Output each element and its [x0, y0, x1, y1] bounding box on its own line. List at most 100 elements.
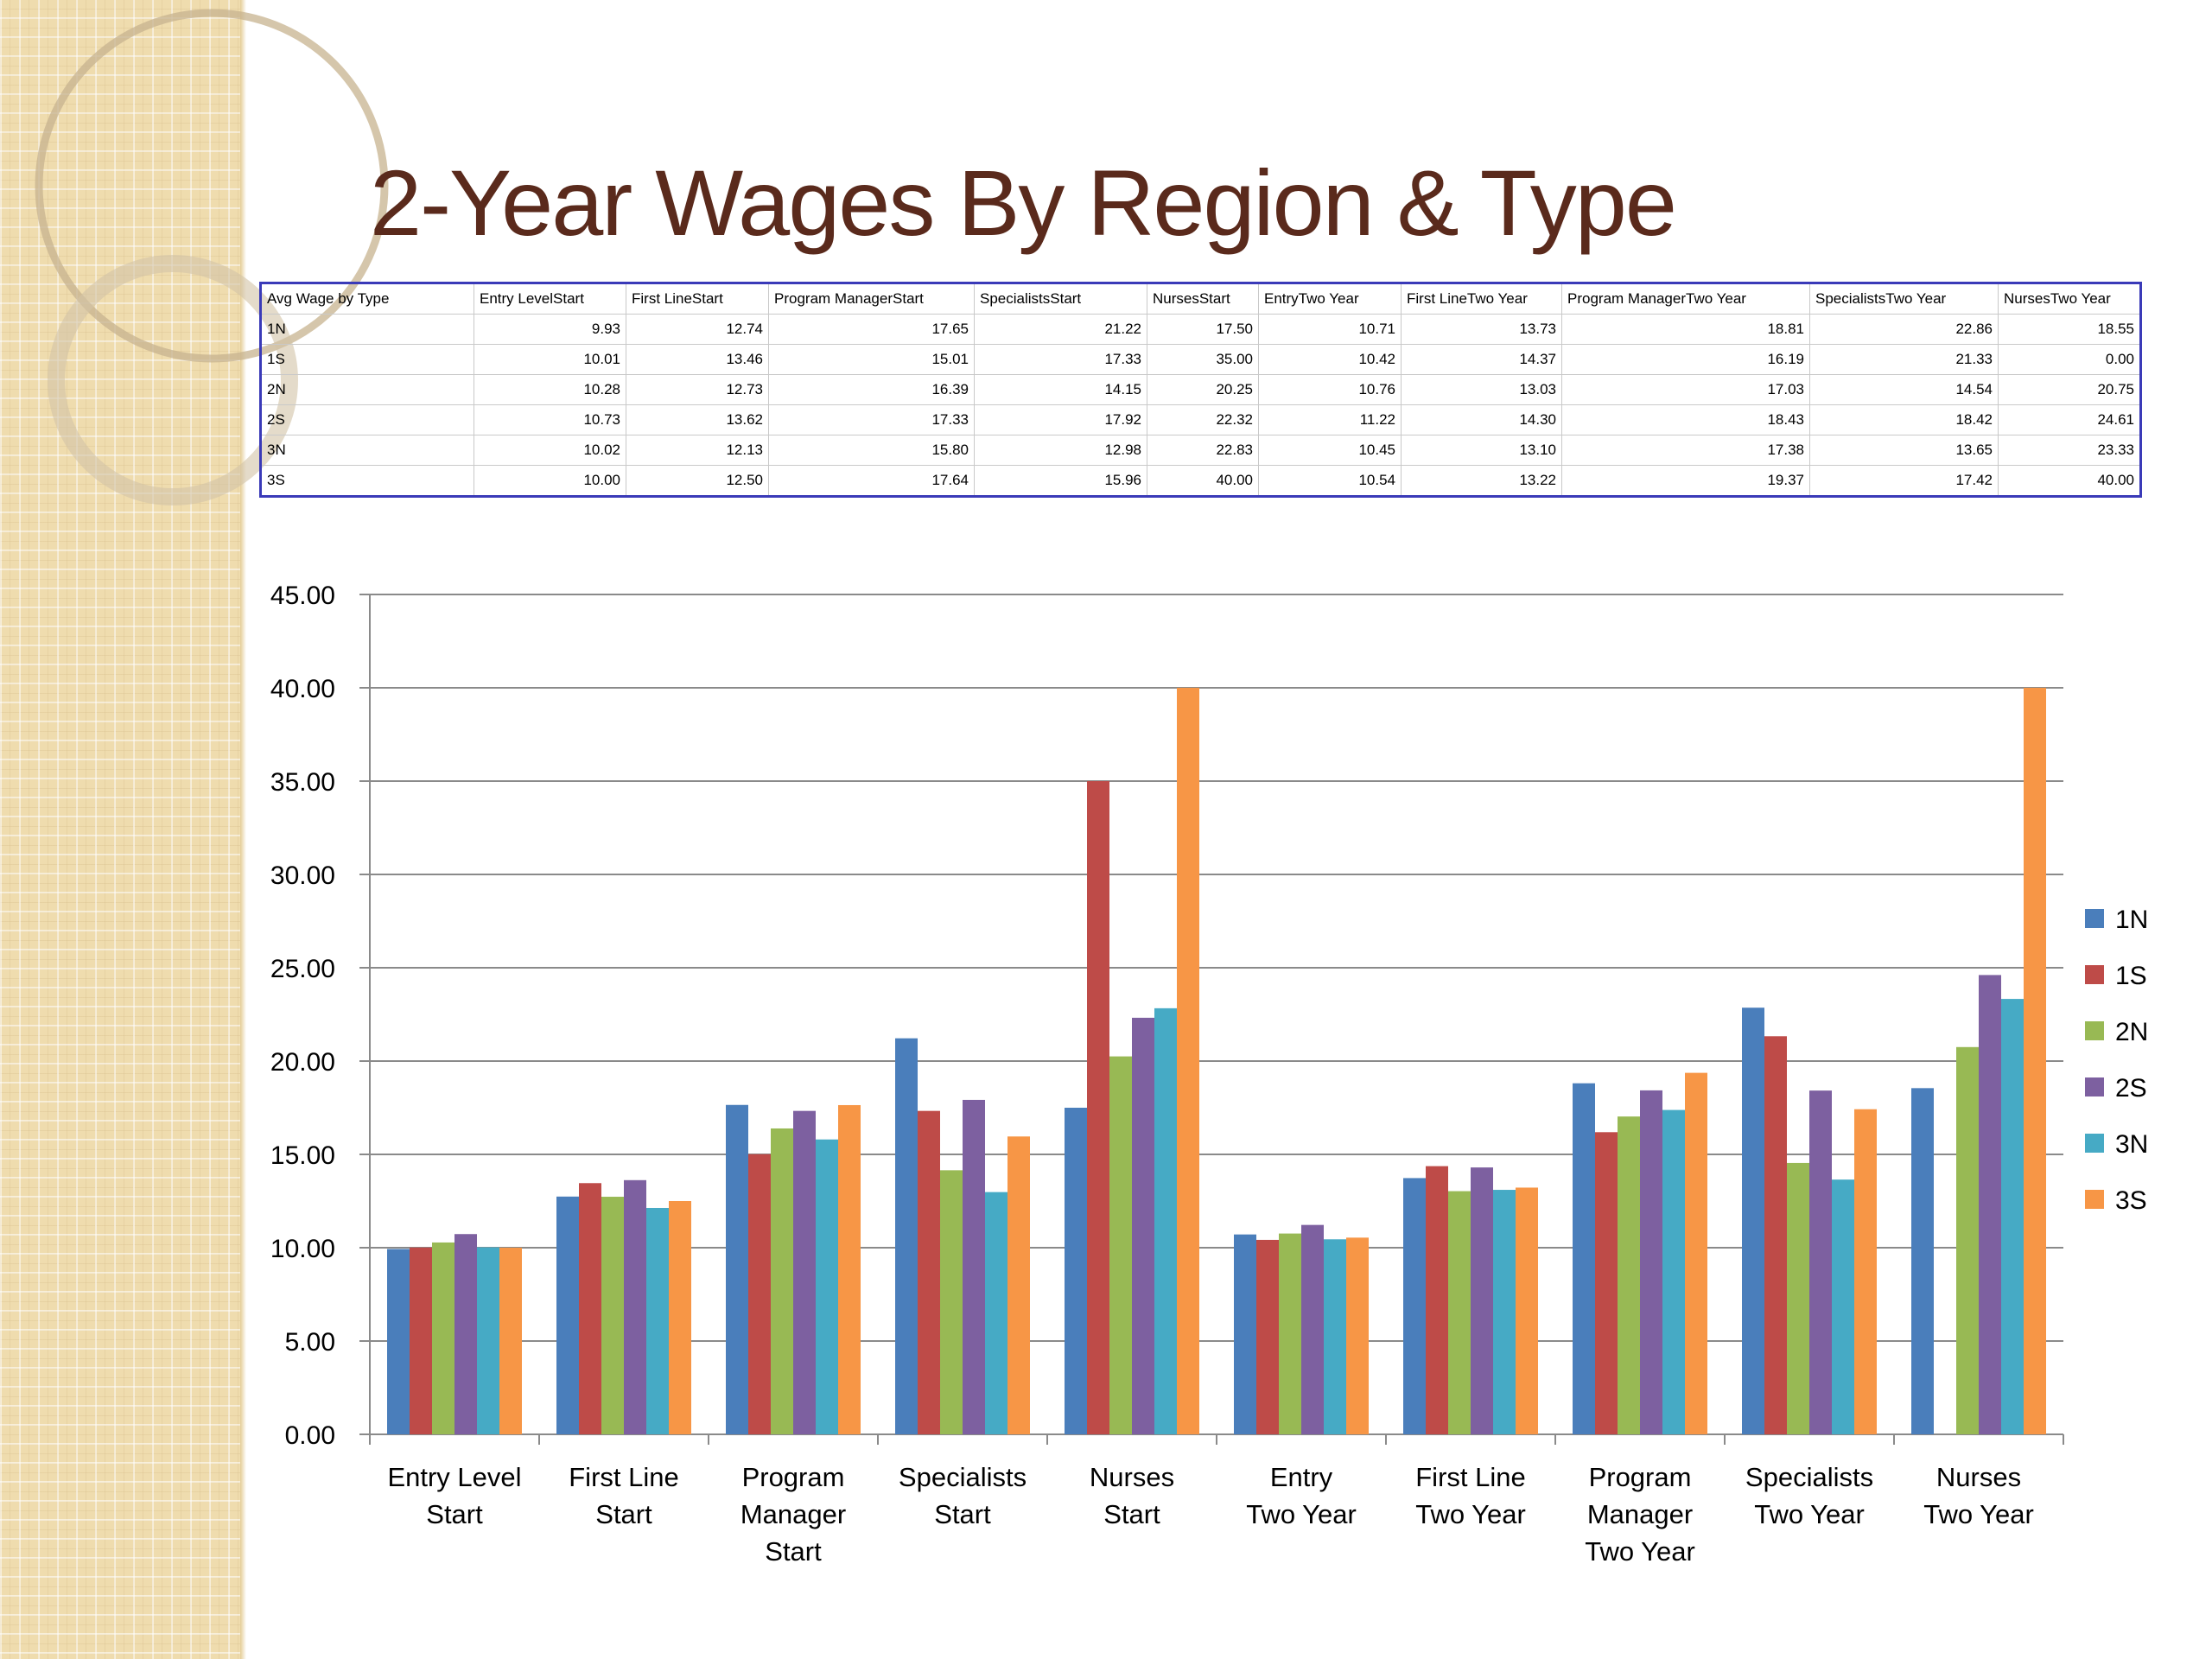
bar [726, 1104, 748, 1434]
x-tick-label: Start [1103, 1499, 1160, 1529]
bar [669, 1201, 691, 1434]
x-tick-label: Two Year [1246, 1499, 1357, 1529]
table-cell: 0.00 [1998, 344, 2141, 375]
bar [646, 1207, 669, 1434]
bar [410, 1247, 432, 1434]
bar [1764, 1036, 1787, 1434]
bar [432, 1242, 454, 1434]
bar [1403, 1178, 1426, 1434]
bar [1301, 1224, 1324, 1434]
x-tick-label: Program [742, 1462, 845, 1492]
table-cell: 16.39 [768, 374, 975, 405]
table-row-label: 3N [260, 435, 474, 466]
bar [1742, 1007, 1764, 1434]
x-tick-label: First Line [569, 1462, 678, 1492]
table-row: 1S 10.01 13.46 15.01 17.33 35.00 10.42 14.37 16.… [260, 344, 2141, 375]
x-tick-label: Manager [1587, 1499, 1693, 1529]
table-cell: 18.81 [1561, 314, 1810, 345]
bar [1154, 1007, 1177, 1434]
bar [1448, 1191, 1471, 1434]
table-cell: 24.61 [1998, 404, 2141, 435]
table-cell: 16.19 [1561, 344, 1810, 375]
legend-label: 2N [2115, 1018, 2148, 1046]
page-title: 2-Year Wages By Region & Type [370, 150, 1677, 255]
bar [963, 1099, 985, 1434]
bar [1956, 1046, 1979, 1434]
bar [1911, 1088, 1934, 1434]
bar [1787, 1162, 1809, 1434]
bar [1595, 1132, 1618, 1434]
bar [1640, 1090, 1662, 1434]
table-cell: 22.32 [1147, 404, 1259, 435]
table-cell: 15.80 [768, 435, 975, 466]
bar [816, 1139, 838, 1434]
table-row-label: 2N [260, 374, 474, 405]
bar [1662, 1109, 1685, 1434]
bar [1493, 1190, 1516, 1434]
table-header-cell: NursesTwo Year [1998, 283, 2141, 315]
x-tick-label: Two Year [1923, 1499, 2034, 1529]
table-header-row: Avg Wage by Type Entry LevelStart First Li… [260, 283, 2141, 315]
bar [1516, 1187, 1538, 1434]
bar [1809, 1090, 1832, 1434]
table-row: 3N 10.02 12.13 15.80 12.98 22.83 10.45 13.10 17.… [260, 435, 2141, 466]
table-cell: 17.64 [768, 465, 975, 497]
table-cell: 15.01 [768, 344, 975, 375]
legend-swatch [2085, 1021, 2104, 1040]
legend-swatch [2085, 965, 2104, 984]
bar [1109, 1056, 1132, 1434]
x-tick-label: Start [765, 1536, 822, 1567]
bar [499, 1248, 522, 1434]
table-header-cell: First LineTwo Year [1401, 283, 1562, 315]
table-header-cell: EntryTwo Year [1258, 283, 1402, 315]
bar [748, 1154, 771, 1434]
table-cell: 22.83 [1147, 435, 1259, 466]
bar [1324, 1239, 1346, 1434]
bar [601, 1197, 624, 1434]
x-tick-label: Two Year [1585, 1536, 1695, 1567]
table-cell: 10.71 [1258, 314, 1402, 345]
bar [1132, 1017, 1154, 1434]
legend-swatch [2085, 1134, 2104, 1153]
table-cell: 10.45 [1258, 435, 1402, 466]
bar [1426, 1166, 1448, 1434]
bar [1685, 1072, 1707, 1434]
x-tick-label: Entry Level [387, 1462, 521, 1492]
bar [1065, 1108, 1087, 1434]
bar [1854, 1109, 1877, 1434]
x-tick-label: Manager [741, 1499, 846, 1529]
table-cell: 18.55 [1998, 314, 2141, 345]
table-cell: 17.33 [974, 344, 1147, 375]
table-cell: 12.73 [626, 374, 769, 405]
x-tick-label: First Line [1415, 1462, 1525, 1492]
x-tick-label: Two Year [1415, 1499, 1526, 1529]
table-cell: 14.37 [1401, 344, 1562, 375]
bar [2024, 688, 2046, 1434]
table-row: 2S 10.73 13.62 17.33 17.92 22.32 11.22 14.30 18.… [260, 404, 2141, 435]
x-tick-label: Two Year [1754, 1499, 1865, 1529]
y-tick-label: 5.00 [285, 1328, 335, 1357]
bar [1573, 1083, 1595, 1434]
table-cell: 10.54 [1258, 465, 1402, 497]
table-cell: 17.92 [974, 404, 1147, 435]
bar [1471, 1167, 1493, 1434]
table-cell: 21.22 [974, 314, 1147, 345]
table-row: 1N 9.93 12.74 17.65 21.22 17.50 10.71 13.73 18.8… [260, 314, 2141, 345]
y-tick-label: 35.00 [270, 768, 335, 797]
y-tick-label: 20.00 [270, 1048, 335, 1077]
table-row-label: 1N [260, 314, 474, 345]
legend-label: 2S [2115, 1074, 2147, 1103]
table-row: 2N 10.28 12.73 16.39 14.15 20.25 10.76 13.03 17.… [260, 374, 2141, 405]
table-cell: 11.22 [1258, 404, 1402, 435]
table-cell: 13.22 [1401, 465, 1562, 497]
x-tick-label: Nurses [1936, 1462, 2021, 1492]
legend-label: 3S [2115, 1186, 2147, 1215]
bar [985, 1192, 1007, 1434]
sidebar-edge [240, 0, 246, 1659]
bar [793, 1110, 816, 1434]
table-cell: 10.28 [474, 374, 626, 405]
bar [477, 1247, 499, 1434]
y-tick-label: 15.00 [270, 1141, 335, 1170]
table-cell: 40.00 [1998, 465, 2141, 497]
